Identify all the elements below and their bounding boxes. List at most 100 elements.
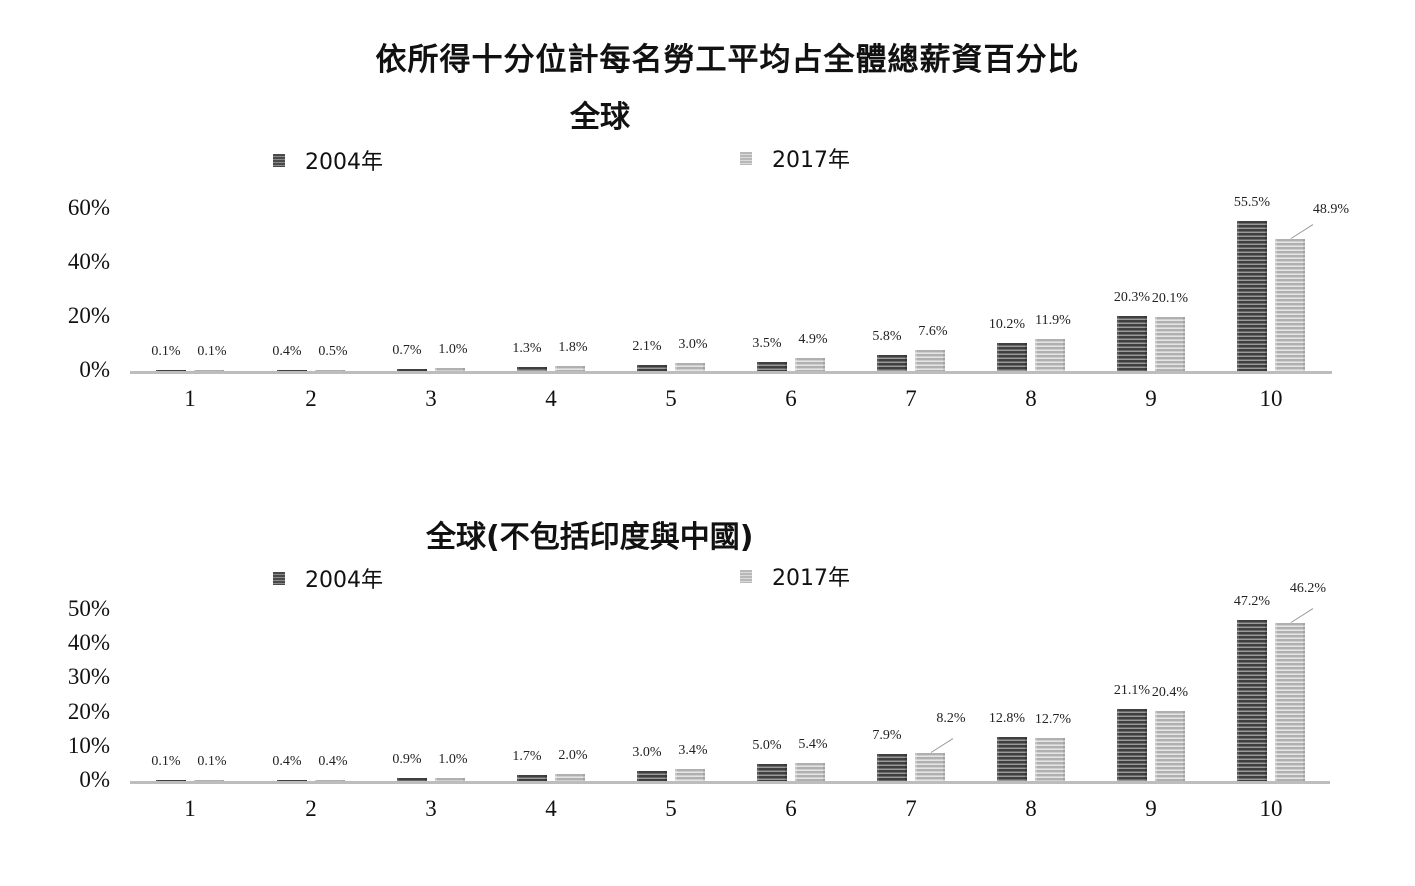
legend-swatch-icon	[273, 571, 285, 585]
legend-label: 2017年	[772, 566, 850, 591]
legend-label: 2004年	[305, 150, 383, 175]
x-axis-line	[130, 371, 1332, 374]
bar-2004	[757, 763, 787, 781]
legend-swatch-icon	[740, 151, 752, 165]
data-label: 0.9%	[392, 751, 422, 767]
data-label: 1.3%	[512, 341, 542, 357]
bar-2017	[1035, 338, 1065, 371]
data-label: 1.8%	[558, 340, 588, 356]
bar-2017	[435, 777, 465, 781]
x-tick-label: 10	[1259, 386, 1283, 411]
bar-2004	[397, 369, 427, 371]
data-label: 7.6%	[918, 324, 948, 340]
bar-2017	[1035, 737, 1065, 781]
x-tick-label: 5	[665, 386, 677, 411]
bar-2004	[637, 365, 667, 371]
data-label: 5.0%	[752, 737, 782, 753]
bar-2017	[795, 357, 825, 371]
data-label: 3.4%	[678, 743, 708, 759]
leader-line	[1290, 224, 1314, 239]
legend-swatch-icon	[273, 153, 285, 167]
data-label: 10.2%	[988, 317, 1026, 333]
bar-2004	[277, 369, 307, 371]
data-label: 1.0%	[438, 342, 468, 358]
bar-2017	[915, 752, 945, 781]
bar-2004	[877, 355, 907, 371]
legend-item-2004: 2004年	[273, 562, 383, 594]
x-tick-label: 4	[545, 386, 557, 411]
data-label: 20.1%	[1151, 290, 1189, 306]
bar-2017	[555, 774, 585, 781]
y-tick-label: 10%	[67, 732, 110, 758]
bar-2017	[675, 769, 705, 781]
bar-2017	[194, 370, 224, 371]
data-label: 1.0%	[438, 751, 468, 767]
x-tick-label: 2	[305, 386, 317, 411]
data-label: 3.0%	[678, 336, 708, 352]
chart-title: 全球(不包括印度與中國)	[426, 520, 754, 555]
bar-2017	[315, 369, 345, 371]
y-tick-label: 20%	[67, 303, 110, 328]
data-label: 55.5%	[1233, 195, 1271, 211]
bar-2017	[435, 368, 465, 371]
bar-2017	[315, 779, 345, 781]
data-label: 0.4%	[318, 753, 348, 769]
data-label: 5.8%	[872, 329, 902, 345]
data-label: 3.0%	[632, 744, 662, 760]
data-label: 2.1%	[632, 339, 662, 355]
y-tick-label: 40%	[67, 249, 110, 274]
y-tick-label: 40%	[67, 630, 110, 656]
bar-2017	[915, 350, 945, 371]
leader-line	[1290, 608, 1314, 623]
bar-2004	[877, 753, 907, 781]
x-tick-label: 4	[545, 796, 557, 821]
x-tick-label: 7	[905, 796, 917, 821]
data-label: 12.7%	[1034, 711, 1072, 727]
bar-2004	[1117, 708, 1147, 781]
bar-2017	[1275, 622, 1305, 781]
data-label: 0.1%	[151, 754, 181, 769]
x-tick-label: 2	[305, 796, 317, 821]
bar-2004	[1117, 316, 1147, 371]
legend-label: 2004年	[305, 568, 383, 593]
data-label: 7.9%	[872, 727, 902, 743]
data-label: 20.4%	[1151, 685, 1189, 701]
bar-2004	[997, 737, 1027, 781]
y-tick-label: 0%	[79, 357, 110, 382]
data-label: 46.2%	[1289, 580, 1327, 596]
legend-item-2004: 2004年	[273, 144, 383, 176]
data-label: 5.4%	[798, 736, 828, 752]
x-tick-label: 7	[905, 386, 917, 411]
legend-item-2017: 2017年	[740, 560, 850, 592]
data-label: 0.5%	[318, 343, 348, 359]
y-tick-label: 0%	[79, 767, 110, 792]
data-label: 21.1%	[1113, 682, 1151, 698]
y-tick-label: 20%	[67, 698, 110, 724]
x-tick-label: 5	[665, 796, 677, 821]
data-label: 0.1%	[197, 754, 227, 769]
bar-2017	[1275, 238, 1305, 371]
bar-2017	[194, 780, 224, 781]
y-tick-label: 50%	[67, 596, 110, 621]
x-tick-label: 8	[1025, 386, 1037, 411]
data-label: 48.9%	[1312, 202, 1350, 217]
main-title: 依所得十分位計每名勞工平均占全體總薪資百分比	[375, 42, 1080, 78]
x-tick-label: 3	[425, 796, 437, 821]
x-tick-label: 10	[1259, 796, 1283, 821]
data-label: 0.1%	[151, 344, 181, 359]
x-tick-label: 3	[425, 386, 437, 411]
y-tick-label: 30%	[67, 664, 110, 690]
data-label: 3.5%	[752, 335, 782, 351]
bar-2004	[757, 361, 787, 371]
chart-title: 全球	[570, 100, 630, 135]
x-tick-label: 1	[184, 796, 196, 821]
x-axis-line	[130, 781, 1330, 784]
leader-line	[930, 738, 954, 753]
data-label: 0.4%	[272, 343, 302, 359]
data-label: 0.7%	[392, 343, 422, 359]
legend-swatch-icon	[740, 569, 752, 583]
data-label: 1.7%	[512, 749, 542, 765]
data-label: 2.0%	[558, 748, 588, 764]
bar-2004	[517, 775, 547, 781]
bar-2004	[156, 780, 186, 781]
